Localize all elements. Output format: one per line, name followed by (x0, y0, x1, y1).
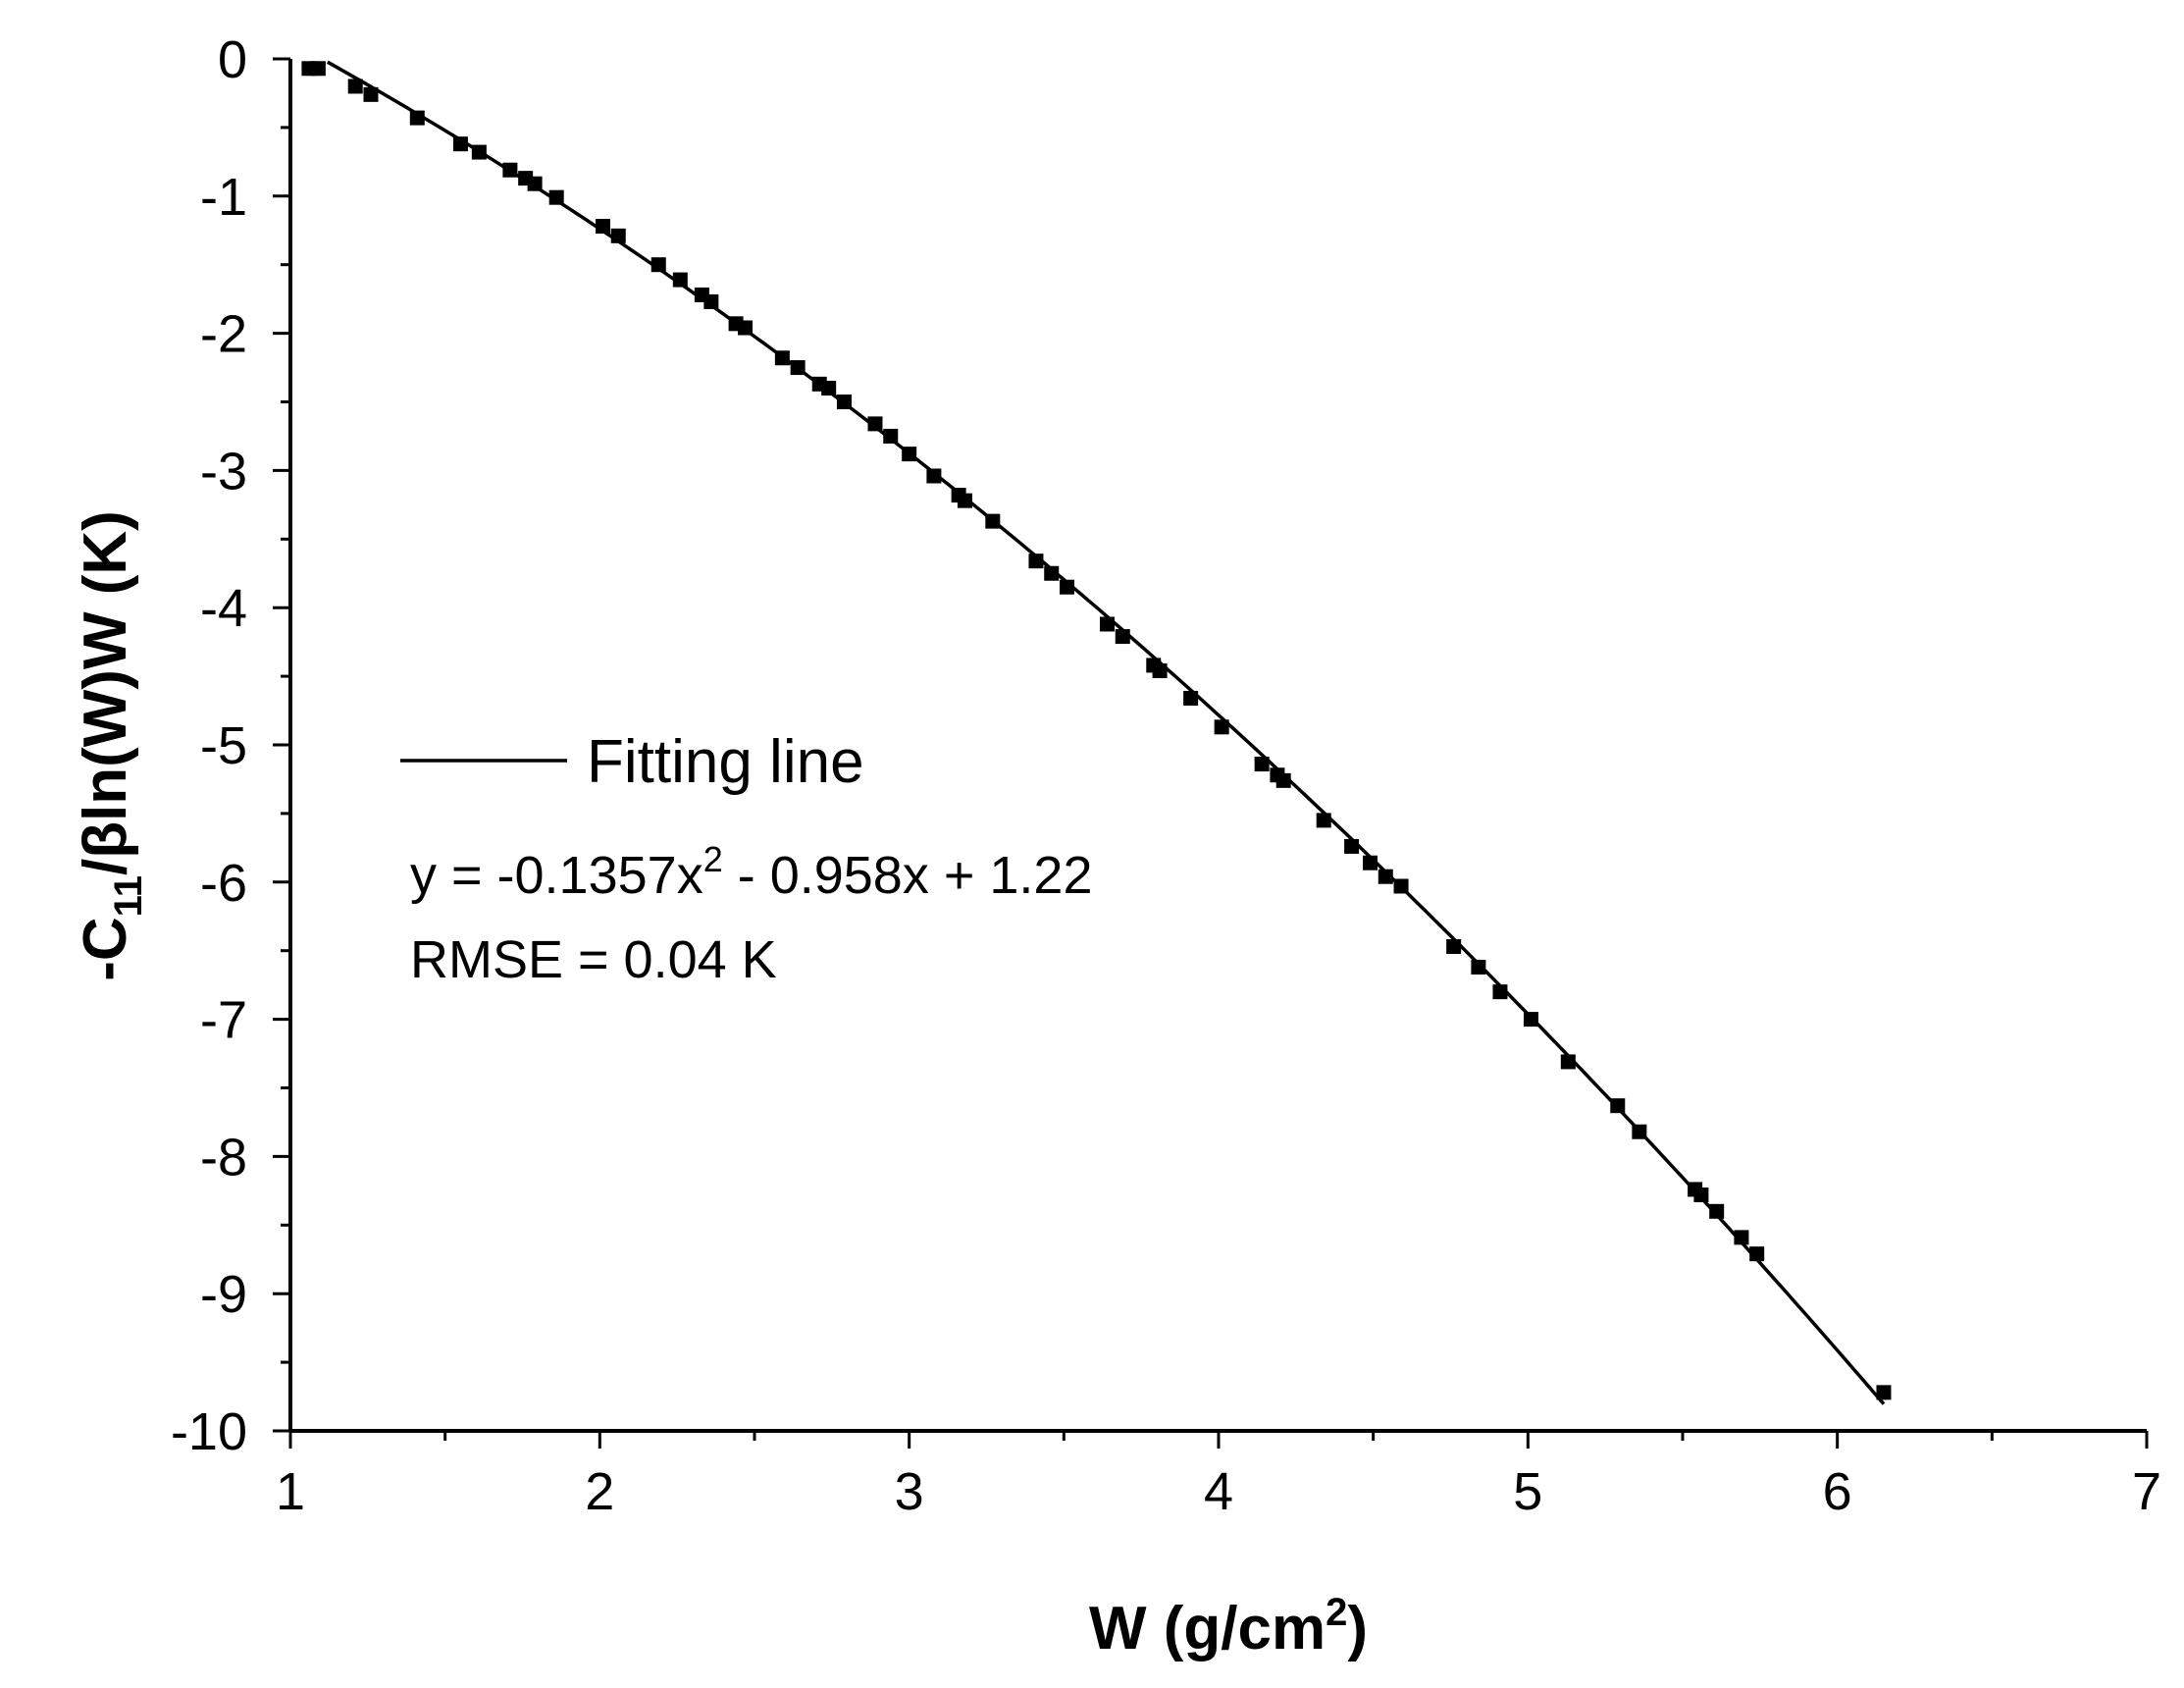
y-tick-label: -4 (200, 579, 247, 638)
x-tick-label: 3 (895, 1462, 924, 1521)
data-point (738, 320, 754, 336)
data-point (310, 61, 326, 77)
data-point (1316, 813, 1331, 828)
y-tick-label: -8 (200, 1128, 247, 1187)
data-point (1275, 772, 1291, 788)
fit-line-layer (326, 60, 1886, 1405)
data-points-layer (301, 61, 1892, 1400)
y-axis-title-main: -C (72, 917, 139, 980)
fit-equation-end: - 0.958x + 1.22 (723, 846, 1093, 905)
data-point (867, 416, 883, 432)
fit-equation: y = -0.1357x2 - 0.958x + 1.22 (410, 839, 1092, 905)
data-point (1378, 869, 1393, 884)
data-point (883, 428, 899, 444)
data-point (1709, 1203, 1725, 1219)
x-tick-label: 6 (1823, 1462, 1852, 1521)
data-point (1152, 663, 1168, 679)
legend-entry-label: Fitting line (587, 728, 864, 796)
fit-equation-sup: 2 (703, 839, 723, 879)
data-point (1734, 1230, 1749, 1245)
x-axis-title-end: ) (1347, 1595, 1368, 1662)
data-point (1446, 939, 1462, 955)
data-point (1393, 878, 1409, 894)
x-tick-label: 4 (1204, 1462, 1233, 1521)
y-tick-label: 0 (218, 30, 247, 89)
ticks: 1 2 3 4 5 6 7 0 -1 -2 -3 -4 -5 -6 -7 -8 -9 -10 (171, 30, 2161, 1521)
fitting-line (326, 60, 1886, 1405)
data-point (1363, 855, 1378, 870)
data-point (1115, 629, 1130, 645)
x-tick-label: 1 (276, 1462, 305, 1521)
data-point (363, 86, 379, 102)
legend: Fitting line (400, 728, 864, 796)
data-point (1492, 984, 1508, 1000)
data-point (902, 447, 917, 462)
y-tick-label: -10 (171, 1402, 247, 1461)
data-point (926, 468, 942, 484)
axes (288, 59, 2147, 1433)
data-point (471, 144, 487, 160)
data-point (347, 79, 363, 94)
y-tick-label: -6 (200, 854, 247, 913)
x-axis-title-sup: 2 (1326, 1591, 1347, 1634)
data-point (1183, 690, 1199, 706)
data-point (548, 189, 564, 205)
x-tick-label: 2 (585, 1462, 614, 1521)
data-point (1044, 565, 1060, 581)
y-tick-label: -3 (200, 442, 247, 501)
x-axis-title: W (g/cm2) (1089, 1591, 1368, 1662)
y-axis-title-sub: 11 (107, 875, 150, 917)
x-axis-title-main: W (g/cm (1089, 1595, 1326, 1662)
x-tick-label: 5 (1513, 1462, 1542, 1521)
data-point (1693, 1187, 1709, 1203)
data-point (527, 176, 543, 191)
data-point (502, 162, 518, 178)
y-tick-label: -1 (200, 168, 247, 227)
data-point (1344, 838, 1360, 854)
data-point (1876, 1385, 1892, 1400)
y-axis-title-end: /βln(W)W (K) (72, 510, 139, 875)
data-point (1214, 719, 1229, 735)
x-tick-label: 7 (2132, 1462, 2161, 1521)
data-point (1471, 959, 1486, 975)
data-point (1610, 1098, 1626, 1114)
data-point (1059, 579, 1074, 595)
y-tick-label: -2 (200, 305, 247, 364)
data-point (957, 493, 972, 508)
data-point (1632, 1124, 1647, 1139)
data-point (650, 257, 666, 273)
data-point (409, 110, 425, 126)
data-point (610, 228, 626, 243)
data-point (1254, 757, 1270, 772)
data-point (1523, 1012, 1538, 1028)
data-point (672, 272, 688, 288)
data-point (1099, 616, 1115, 632)
data-point (703, 293, 719, 309)
y-tick-label: -5 (200, 716, 247, 775)
rmse-label: RMSE = 0.04 K (410, 930, 777, 989)
fit-equation-main: y = -0.1357x (410, 846, 703, 905)
y-tick-label: -9 (200, 1265, 247, 1324)
data-point (836, 395, 852, 409)
data-point (821, 381, 837, 396)
data-point (595, 219, 610, 235)
y-tick-label: -7 (200, 991, 247, 1050)
data-point (774, 350, 790, 366)
data-point (452, 136, 468, 152)
y-axis-title: -C11/βln(W)W (K) (72, 510, 150, 981)
data-point (790, 360, 806, 376)
data-point (1560, 1054, 1576, 1070)
data-point (1028, 554, 1044, 569)
data-point (1749, 1246, 1765, 1262)
data-point (985, 513, 1001, 529)
